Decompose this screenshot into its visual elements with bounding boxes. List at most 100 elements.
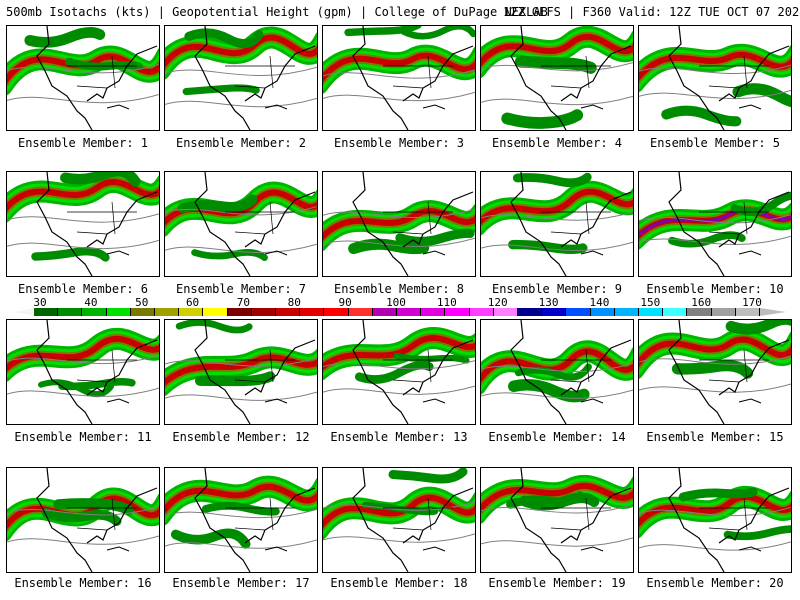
ensemble-panel-1: [6, 25, 160, 131]
ensemble-member-label: Ensemble Member: 14: [488, 430, 626, 444]
colorbar-swatch: [34, 308, 59, 316]
colorbar-swatch: [735, 308, 761, 316]
colorbar-swatch: [518, 308, 543, 316]
ensemble-member-label: Ensemble Member: 1: [17, 136, 149, 150]
isotach-map: [7, 468, 159, 572]
ensemble-panel-12: [164, 319, 318, 425]
ensemble-member-label: Ensemble Member: 10: [646, 282, 784, 296]
ensemble-member-label: Ensemble Member: 2: [175, 136, 307, 150]
ensemble-panel-7: [164, 171, 318, 277]
ensemble-member-label: Ensemble Member: 7: [175, 282, 307, 296]
colorbar-tick-label: 140: [589, 296, 610, 309]
ensemble-member-label: Ensemble Member: 3: [333, 136, 465, 150]
ensemble-member-label: Ensemble Member: 16: [14, 576, 152, 590]
colorbar-swatch: [106, 308, 131, 316]
ensemble-member-label: Ensemble Member: 13: [330, 430, 468, 444]
ensemble-member-label: Ensemble Member: 18: [330, 576, 468, 590]
isotach-map: [165, 468, 317, 572]
colorbar-tick-label: 170: [742, 296, 762, 309]
colorbar-swatch: [155, 308, 180, 316]
colorbar-tick-label: 30: [33, 296, 47, 309]
colorbar-swatch: [348, 308, 373, 316]
colorbar-swatch: [58, 308, 83, 316]
colorbar-tick-label: 160: [691, 296, 712, 309]
isotach-map: [323, 26, 475, 130]
isotach-map: [481, 320, 633, 424]
isotach-map: [165, 26, 317, 130]
ensemble-panel-5: [638, 25, 792, 131]
colorbar-tick-label: 80: [287, 296, 301, 309]
isotach-map: [639, 320, 791, 424]
isotach-map: [323, 320, 475, 424]
isotach-map: [7, 172, 159, 276]
isotach-map: [639, 468, 791, 572]
colorbar-swatch: [566, 308, 591, 316]
ensemble-member-label: Ensemble Member: 4: [491, 136, 623, 150]
isotach-map: [165, 172, 317, 276]
ensemble-member-label: Ensemble Member: 6: [17, 282, 149, 296]
colorbar-tick-label: 150: [640, 296, 661, 309]
colorbar-swatch: [397, 308, 422, 316]
colorbar-swatch: [493, 308, 519, 316]
isotach-map: [323, 468, 475, 572]
ensemble-panel-10: [638, 171, 792, 277]
isotach-map: [639, 172, 791, 276]
header: 500mb Isotachs (kts) | Geopotential Heig…: [0, 0, 800, 22]
ensemble-panel-2: [164, 25, 318, 131]
colorbar-right-arrow: [760, 308, 786, 316]
colorbar-swatch: [227, 308, 252, 316]
isotach-map: [7, 26, 159, 130]
ensemble-member-label: Ensemble Member: 12: [172, 430, 310, 444]
ensemble-member-label: Ensemble Member: 20: [646, 576, 784, 590]
ensemble-panel-13: [322, 319, 476, 425]
run-info: 12Z GEFS | F360 Valid: 12Z TUE OCT 07 20…: [503, 5, 800, 19]
colorbar-swatch: [82, 308, 107, 316]
colorbar-tick-label: 50: [135, 296, 149, 309]
ensemble-panel-14: [480, 319, 634, 425]
isotach-map: [323, 172, 475, 276]
colorbar-swatch: [614, 308, 640, 316]
colorbar-swatch: [203, 308, 228, 316]
colorbar-tick-label: 120: [487, 296, 508, 309]
colorbar-tick-label: 130: [538, 296, 559, 309]
ensemble-member-label: Ensemble Member: 17: [172, 576, 310, 590]
colorbar-swatch: [711, 308, 736, 316]
colorbar-swatch: [469, 308, 494, 316]
colorbar-swatch: [179, 308, 204, 316]
ensemble-panel-9: [480, 171, 634, 277]
colorbar-tick-label: 70: [236, 296, 251, 309]
colorbar-tick-label: 110: [436, 296, 457, 309]
ensemble-member-label: Ensemble Member: 9: [491, 282, 623, 296]
ensemble-member-label: Ensemble Member: 11: [14, 430, 152, 444]
ensemble-panel-11: [6, 319, 160, 425]
ensemble-panel-19: [480, 467, 634, 573]
colorbar-tick-label: 40: [84, 296, 98, 309]
colorbar-swatch: [421, 308, 446, 316]
colorbar-swatch: [639, 308, 664, 316]
colorbar-swatch: [687, 308, 712, 316]
colorbar-left-arrow: [14, 308, 34, 316]
isotach-map: [639, 26, 791, 130]
ensemble-member-label: Ensemble Member: 19: [488, 576, 626, 590]
colorbar-swatch: [130, 308, 156, 316]
isotach-map: [481, 172, 633, 276]
ensemble-panel-16: [6, 467, 160, 573]
ensemble-panel-15: [638, 319, 792, 425]
ensemble-panel-18: [322, 467, 476, 573]
ensemble-panel-4: [480, 25, 634, 131]
colorbar-swatch: [276, 308, 301, 316]
ensemble-member-label: Ensemble Member: 15: [646, 430, 784, 444]
ensemble-member-label: Ensemble Member: 5: [649, 136, 781, 150]
colorbar-tick-label: 90: [338, 296, 352, 309]
colorbar-strip: [34, 308, 761, 316]
colorbar-swatch: [300, 308, 325, 316]
ensemble-panel-8: [322, 171, 476, 277]
colorbar-swatch: [372, 308, 398, 316]
ensemble-panel-6: [6, 171, 160, 277]
colorbar-tick-label: 100: [386, 296, 406, 309]
colorbar-swatch: [324, 308, 349, 316]
colorbar-swatch: [663, 308, 688, 316]
ensemble-panel-3: [322, 25, 476, 131]
colorbar-tick-label: 60: [185, 296, 200, 309]
ensemble-panel-20: [638, 467, 792, 573]
